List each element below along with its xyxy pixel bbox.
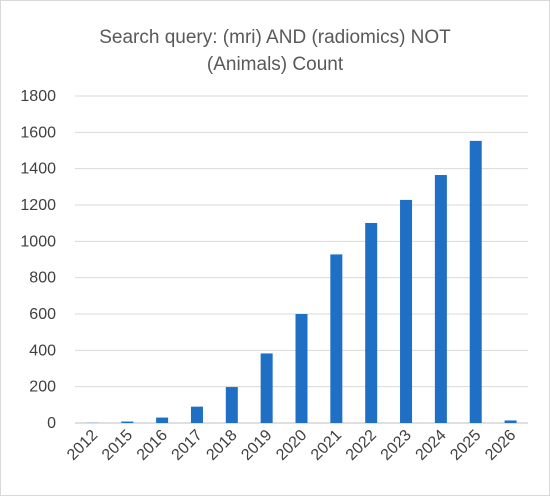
bar-2025 [469, 140, 482, 423]
x-tick-label: 2017 [169, 427, 206, 464]
x-tick-label: 2020 [273, 427, 310, 464]
x-tick-label: 2018 [203, 427, 240, 464]
y-tick-label: 1000 [20, 233, 56, 250]
gridlines [75, 95, 528, 424]
chart-title-line-1: Search query: (mri) AND (radiomics) NOT [99, 27, 451, 48]
x-tick-label: 2023 [378, 427, 415, 464]
x-tick-label: 2026 [482, 427, 519, 464]
x-tick-label: 2015 [99, 427, 136, 464]
y-tick-label: 0 [47, 415, 56, 432]
bar-2017 [190, 406, 203, 423]
bar-2024 [434, 175, 447, 423]
x-tick-label: 2021 [308, 427, 345, 464]
bar-2023 [400, 199, 413, 423]
bar-2022 [365, 222, 378, 423]
bar-2021 [330, 254, 343, 423]
y-tick-labels: 0 200 400 600 800 1000 1200 1400 1600 1800 [20, 88, 56, 432]
y-tick-label: 1400 [20, 161, 56, 178]
x-tick-label: 2024 [413, 427, 450, 464]
y-tick-label: 600 [29, 306, 56, 323]
y-tick-label: 1200 [20, 197, 56, 214]
bar-2018 [225, 387, 238, 423]
y-tick-label: 200 [29, 379, 56, 396]
x-tick-label: 2019 [238, 427, 275, 464]
x-tick-label: 2016 [134, 427, 171, 464]
x-tick-labels: 2012201520162017201820192020202120222023… [64, 427, 519, 464]
bars [86, 140, 517, 423]
x-tick-label: 2025 [447, 427, 484, 464]
y-tick-label: 1600 [20, 124, 56, 141]
x-tick-label: 2012 [64, 427, 101, 464]
bar-2019 [260, 353, 273, 423]
bar-2015 [121, 421, 134, 423]
bar-2016 [156, 417, 169, 423]
bar-2026 [504, 420, 517, 423]
y-tick-label: 1800 [20, 88, 56, 105]
x-tick-label: 2022 [343, 427, 380, 464]
bar-2020 [295, 314, 308, 423]
chart-title-line-2: (Animals) Count [207, 54, 344, 75]
y-tick-label: 400 [29, 342, 56, 359]
y-tick-label: 800 [29, 270, 56, 287]
